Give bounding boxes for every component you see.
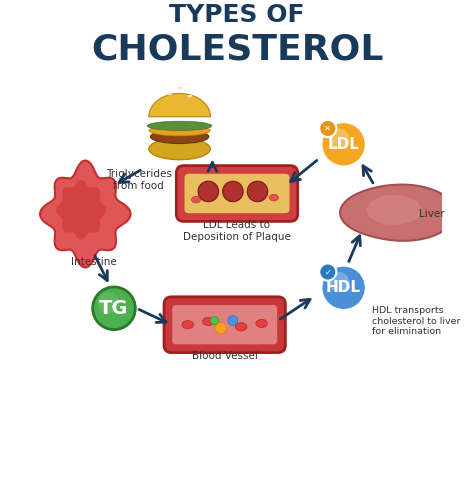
Ellipse shape <box>269 194 278 201</box>
Ellipse shape <box>256 320 267 328</box>
Ellipse shape <box>149 138 210 160</box>
Polygon shape <box>367 195 421 225</box>
Circle shape <box>98 292 119 314</box>
Circle shape <box>210 316 219 324</box>
Text: Liver: Liver <box>419 209 445 219</box>
Ellipse shape <box>182 320 193 329</box>
Polygon shape <box>149 94 210 116</box>
FancyBboxPatch shape <box>184 174 290 213</box>
Circle shape <box>247 181 268 202</box>
Circle shape <box>93 287 135 330</box>
Circle shape <box>319 120 337 137</box>
Text: HDL: HDL <box>326 280 361 295</box>
Polygon shape <box>56 180 106 240</box>
Ellipse shape <box>191 196 201 203</box>
Text: LDL Leads to
Deposition of Plaque: LDL Leads to Deposition of Plaque <box>183 220 291 242</box>
Circle shape <box>329 128 349 149</box>
Polygon shape <box>40 160 130 268</box>
FancyBboxPatch shape <box>176 166 298 222</box>
Ellipse shape <box>187 95 192 98</box>
Text: Triglycerides
from food: Triglycerides from food <box>106 169 172 190</box>
Circle shape <box>321 122 366 167</box>
Text: TG: TG <box>99 299 129 318</box>
Polygon shape <box>340 184 455 241</box>
Ellipse shape <box>147 121 212 130</box>
Ellipse shape <box>149 125 210 136</box>
Ellipse shape <box>167 93 172 96</box>
Ellipse shape <box>177 86 182 89</box>
Circle shape <box>321 266 366 310</box>
FancyBboxPatch shape <box>164 297 285 352</box>
Circle shape <box>228 316 238 326</box>
Text: dreamstime.com: dreamstime.com <box>19 475 102 485</box>
Circle shape <box>198 181 219 202</box>
Text: Intestine: Intestine <box>71 257 117 267</box>
Text: LDL: LDL <box>328 137 360 152</box>
Text: TYPES OF: TYPES OF <box>169 3 305 27</box>
FancyBboxPatch shape <box>172 305 277 344</box>
Text: ✕: ✕ <box>324 124 331 133</box>
Circle shape <box>223 181 243 202</box>
Circle shape <box>329 272 349 292</box>
Text: ID 192093070  © VectorMine: ID 192093070 © VectorMine <box>332 476 465 484</box>
Ellipse shape <box>150 130 209 143</box>
Text: CHOLESTEROL: CHOLESTEROL <box>91 33 383 67</box>
Circle shape <box>319 264 337 280</box>
Text: Blood Vessel: Blood Vessel <box>192 352 258 362</box>
Text: HDL transports
cholesterol to liver
for elimination: HDL transports cholesterol to liver for … <box>372 306 461 336</box>
Ellipse shape <box>202 318 214 326</box>
Ellipse shape <box>236 322 247 331</box>
Circle shape <box>215 322 227 334</box>
Text: ✓: ✓ <box>324 268 331 276</box>
